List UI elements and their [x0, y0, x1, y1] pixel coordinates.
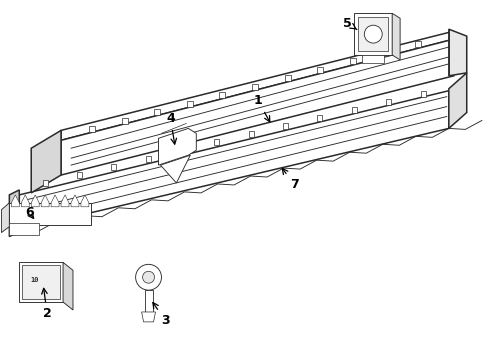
Polygon shape [154, 109, 160, 115]
Text: 3: 3 [153, 302, 170, 327]
Polygon shape [354, 13, 392, 55]
Polygon shape [317, 67, 323, 73]
Polygon shape [22, 265, 60, 299]
Polygon shape [21, 195, 29, 207]
Polygon shape [77, 172, 82, 178]
Text: 5: 5 [343, 17, 357, 30]
Polygon shape [142, 312, 155, 322]
Circle shape [143, 271, 154, 283]
Polygon shape [89, 126, 95, 132]
Polygon shape [285, 75, 291, 81]
Polygon shape [180, 148, 185, 153]
Polygon shape [9, 223, 39, 235]
Text: 4: 4 [166, 112, 176, 144]
Polygon shape [158, 129, 196, 165]
Polygon shape [415, 41, 421, 47]
Text: 1: 1 [253, 94, 270, 122]
Polygon shape [63, 262, 73, 310]
Circle shape [136, 264, 162, 290]
Polygon shape [61, 195, 69, 207]
Polygon shape [420, 91, 425, 97]
Polygon shape [9, 190, 19, 237]
Polygon shape [187, 101, 193, 107]
Polygon shape [51, 195, 59, 207]
Polygon shape [9, 203, 91, 225]
Polygon shape [145, 290, 152, 315]
Polygon shape [19, 262, 63, 302]
Polygon shape [146, 156, 150, 162]
Polygon shape [161, 155, 190, 183]
Polygon shape [81, 195, 89, 207]
Text: 10: 10 [30, 277, 38, 283]
Polygon shape [19, 91, 449, 230]
Polygon shape [111, 164, 116, 170]
Polygon shape [43, 180, 48, 186]
Polygon shape [392, 13, 400, 60]
Polygon shape [350, 58, 356, 64]
Polygon shape [31, 130, 61, 193]
Polygon shape [11, 195, 19, 207]
Polygon shape [449, 73, 467, 129]
Polygon shape [215, 139, 220, 145]
Polygon shape [220, 92, 225, 98]
Polygon shape [386, 99, 391, 105]
Polygon shape [283, 123, 288, 129]
Polygon shape [358, 17, 388, 51]
Polygon shape [249, 131, 254, 137]
Polygon shape [122, 118, 127, 124]
Polygon shape [449, 29, 467, 76]
Polygon shape [382, 50, 388, 56]
Polygon shape [71, 195, 79, 207]
Polygon shape [318, 115, 322, 121]
Polygon shape [352, 107, 357, 113]
Polygon shape [362, 55, 384, 63]
Text: 6: 6 [25, 206, 34, 219]
Polygon shape [61, 39, 454, 175]
Polygon shape [61, 31, 454, 140]
Text: 2: 2 [42, 288, 51, 320]
Polygon shape [252, 84, 258, 90]
Polygon shape [41, 195, 49, 207]
Circle shape [365, 25, 382, 43]
Text: 7: 7 [282, 168, 299, 192]
Polygon shape [1, 203, 9, 233]
Polygon shape [31, 195, 39, 207]
